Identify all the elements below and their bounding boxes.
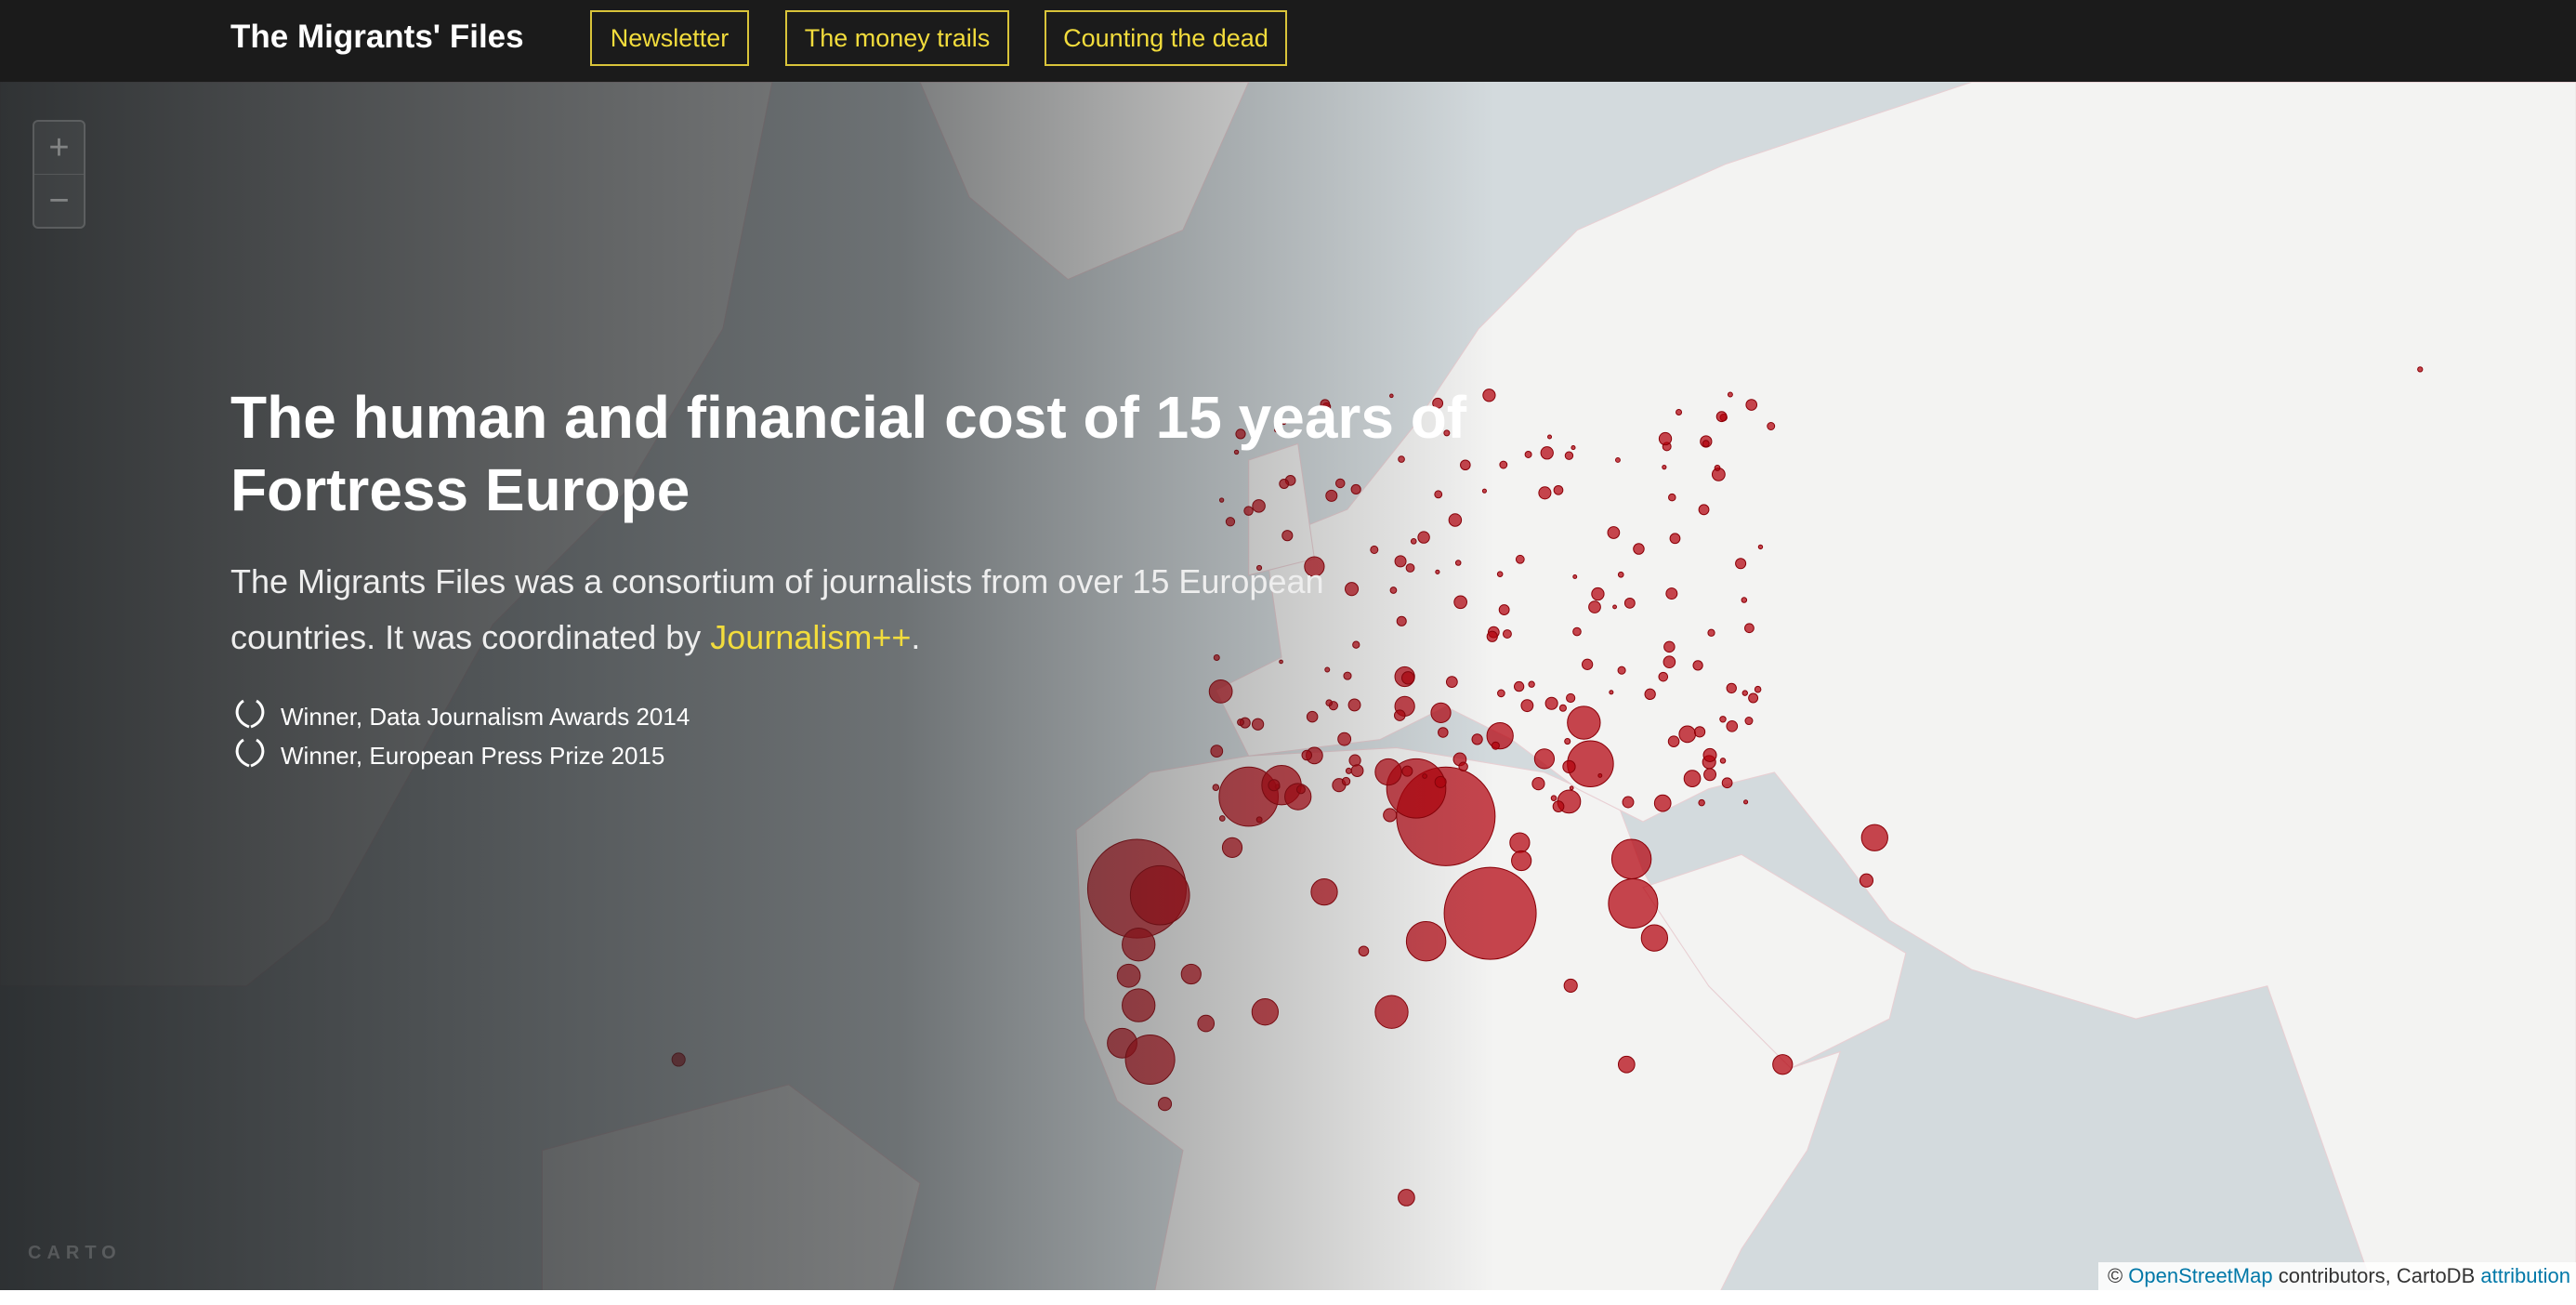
attr-text: contributors, CartoDB <box>2278 1264 2476 1287</box>
attr-link[interactable]: attribution <box>2480 1264 2570 1287</box>
award-text: Winner, Data Journalism Awards 2014 <box>281 703 690 731</box>
award: Winner, European Press Prize 2015 <box>230 736 1550 775</box>
attr-osm[interactable]: OpenStreetMap <box>2128 1264 2273 1287</box>
laurel-icon <box>235 699 265 729</box>
award: Winner, Data Journalism Awards 2014 <box>230 697 1550 736</box>
hero: The human and financial cost of 15 years… <box>230 381 1550 775</box>
nav-link[interactable]: Newsletter <box>590 10 749 66</box>
navbar: The Migrants' Files Newsletter The money… <box>0 0 2576 82</box>
brand[interactable]: The Migrants' Files <box>230 19 524 55</box>
hero-title: The human and financial cost of 15 years… <box>230 384 1467 523</box>
zoom-control: + − <box>33 120 85 229</box>
zoom-in[interactable]: + <box>34 122 84 175</box>
map-canvas <box>0 82 2576 1290</box>
attribution: © OpenStreetMap contributors, CartoDB at… <box>2097 1262 2576 1290</box>
subtitle-link[interactable]: Journalism++ <box>710 618 912 656</box>
map-shade <box>0 82 2576 1290</box>
map[interactable]: + − The human and financial cost of 15 y… <box>0 82 2576 1290</box>
award-text: Winner, European Press Prize 2015 <box>281 742 665 770</box>
nav-link[interactable]: The money trails <box>785 10 1009 66</box>
attr-copy: © <box>2107 1264 2123 1287</box>
hero-subtitle: The Migrants Files was a consortium of j… <box>230 554 1364 666</box>
carto-logo: CARTO <box>28 1243 122 1263</box>
laurel-icon <box>235 738 265 768</box>
nav-link[interactable]: Counting the dead <box>1045 10 1287 66</box>
subtitle-end: . <box>911 618 921 656</box>
subtitle-text: The Migrants Files was a consortium of j… <box>230 562 1324 656</box>
awards: Winner, Data Journalism Awards 2014 Winn… <box>230 697 1550 775</box>
zoom-out[interactable]: − <box>48 181 70 220</box>
